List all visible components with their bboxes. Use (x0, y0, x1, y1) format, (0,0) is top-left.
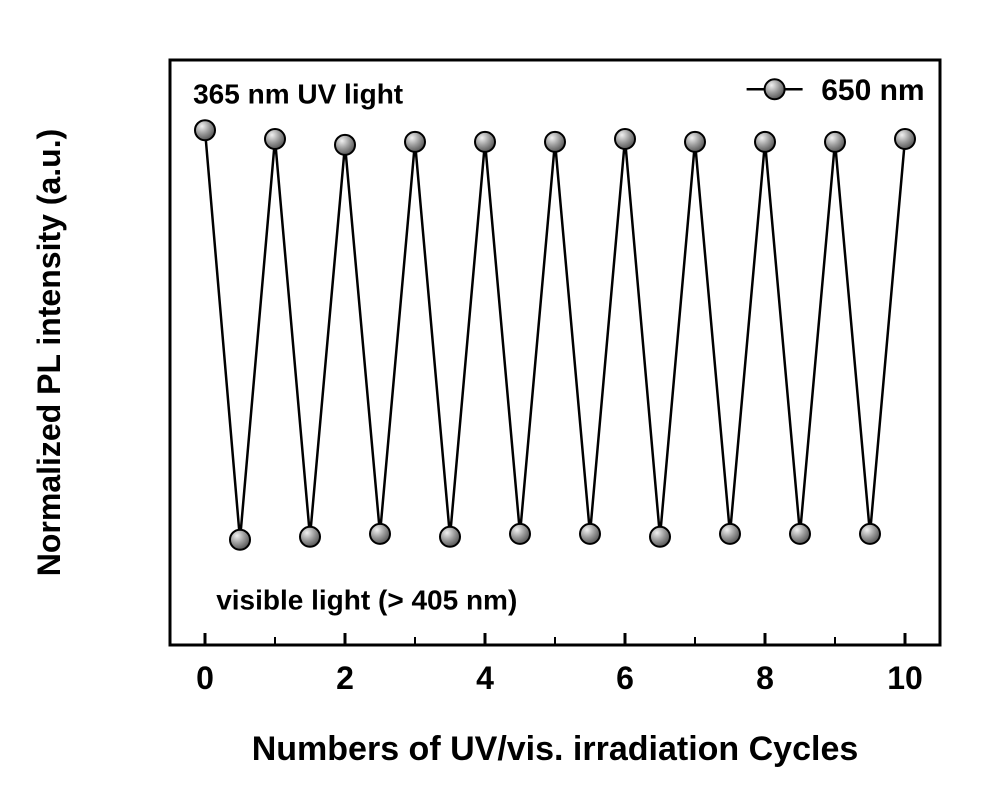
annotation-uv: 365 nm UV light (193, 78, 403, 109)
data-point (825, 132, 845, 152)
data-point (475, 132, 495, 152)
legend-marker (765, 79, 785, 99)
x-tick-label: 8 (756, 660, 774, 696)
data-point (895, 129, 915, 149)
data-point (545, 132, 565, 152)
data-point (615, 129, 635, 149)
data-point (405, 132, 425, 152)
data-point (300, 527, 320, 547)
data-point (195, 120, 215, 140)
chart-svg: 0 2 4 6 8 10 Numbers of UV/vis. irradiation Cy… (0, 0, 1000, 800)
data-point (510, 524, 530, 544)
x-tick-label: 0 (196, 660, 214, 696)
data-point (860, 524, 880, 544)
data-point (370, 524, 390, 544)
data-point (755, 132, 775, 152)
legend-label: 650 nm (821, 74, 924, 107)
data-point (335, 135, 355, 155)
chart-container: 0 2 4 6 8 10 Numbers of UV/vis. irradiation Cy… (0, 0, 1000, 800)
annotation-visible: visible light (> 405 nm) (216, 584, 517, 615)
y-axis-title: Normalized PL intensity (a.u.) (31, 129, 67, 576)
x-tick-label: 4 (476, 660, 494, 696)
data-point (685, 132, 705, 152)
x-tick-label: 6 (616, 660, 634, 696)
x-tick-label: 10 (887, 660, 923, 696)
data-point (440, 527, 460, 547)
data-point (230, 530, 250, 550)
data-point (265, 129, 285, 149)
data-point (580, 524, 600, 544)
x-axis-title: Numbers of UV/vis. irradiation Cycles (252, 730, 859, 768)
data-point (650, 527, 670, 547)
x-tick-label: 2 (336, 660, 354, 696)
data-point (720, 524, 740, 544)
data-point (790, 524, 810, 544)
